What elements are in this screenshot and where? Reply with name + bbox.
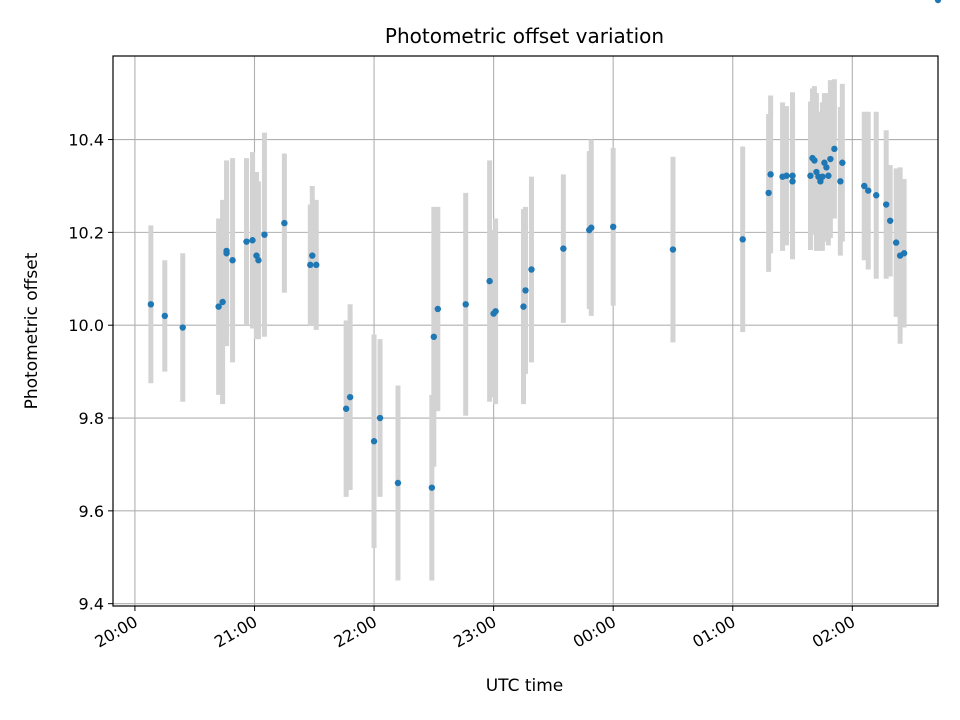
data-point — [739, 236, 746, 243]
data-point — [307, 261, 314, 269]
data-point — [669, 246, 677, 253]
data-point — [865, 187, 872, 194]
plot-frame — [112, 55, 939, 607]
data-point — [520, 303, 527, 310]
data-point — [839, 159, 846, 166]
data-point — [767, 171, 774, 178]
y-tick-label: 9.8 — [79, 409, 104, 428]
data-point — [861, 182, 868, 190]
data-point — [313, 261, 320, 269]
x-axis-label: UTC time — [486, 676, 564, 696]
data-point — [765, 189, 772, 197]
data-point — [819, 173, 826, 180]
data-point — [892, 239, 900, 246]
data-point — [492, 308, 499, 315]
data-point — [346, 393, 354, 401]
data-points — [147, 0, 942, 491]
data-point — [281, 219, 288, 227]
data-point — [179, 324, 186, 331]
data-point — [219, 298, 226, 306]
y-tick-label: 10.0 — [68, 316, 104, 335]
data-point — [789, 178, 796, 185]
data-point — [825, 172, 832, 179]
y-tick-label: 10.2 — [68, 223, 104, 242]
data-point — [811, 157, 818, 164]
data-point — [342, 405, 350, 412]
data-point — [837, 178, 844, 185]
data-point — [486, 277, 493, 285]
data-point — [900, 250, 908, 257]
data-point — [462, 301, 469, 308]
data-point — [588, 224, 595, 231]
data-point — [243, 238, 250, 245]
data-point — [215, 303, 222, 310]
data-point — [309, 252, 316, 259]
data-point — [255, 257, 262, 264]
data-point — [823, 164, 830, 171]
data-point — [882, 201, 890, 208]
data-point — [428, 484, 436, 491]
data-point — [434, 305, 442, 313]
chart-title: Photometric offset variation — [385, 24, 664, 48]
data-point — [249, 237, 256, 244]
data-point — [430, 333, 438, 341]
data-point — [886, 217, 894, 224]
data-point — [229, 257, 236, 264]
data-point — [147, 301, 155, 308]
data-point — [789, 172, 796, 179]
data-point — [261, 231, 268, 238]
data-point — [370, 438, 378, 445]
y-axis-label: Photometric offset — [22, 252, 42, 409]
y-tick-label: 10.4 — [68, 131, 104, 150]
y-tick-label: 9.6 — [79, 502, 104, 521]
y-tick-label: 9.4 — [79, 595, 104, 614]
data-point — [807, 172, 814, 179]
data-point — [827, 155, 834, 163]
data-point — [376, 414, 384, 422]
data-point — [873, 192, 880, 199]
data-point — [831, 145, 838, 153]
data-point — [394, 479, 402, 487]
data-point — [223, 247, 230, 255]
data-point — [783, 172, 790, 179]
data-point — [528, 266, 535, 273]
data-point — [560, 245, 567, 252]
data-point — [522, 287, 529, 294]
data-point — [609, 223, 617, 231]
data-point — [161, 312, 169, 320]
data-point — [934, 0, 942, 4]
